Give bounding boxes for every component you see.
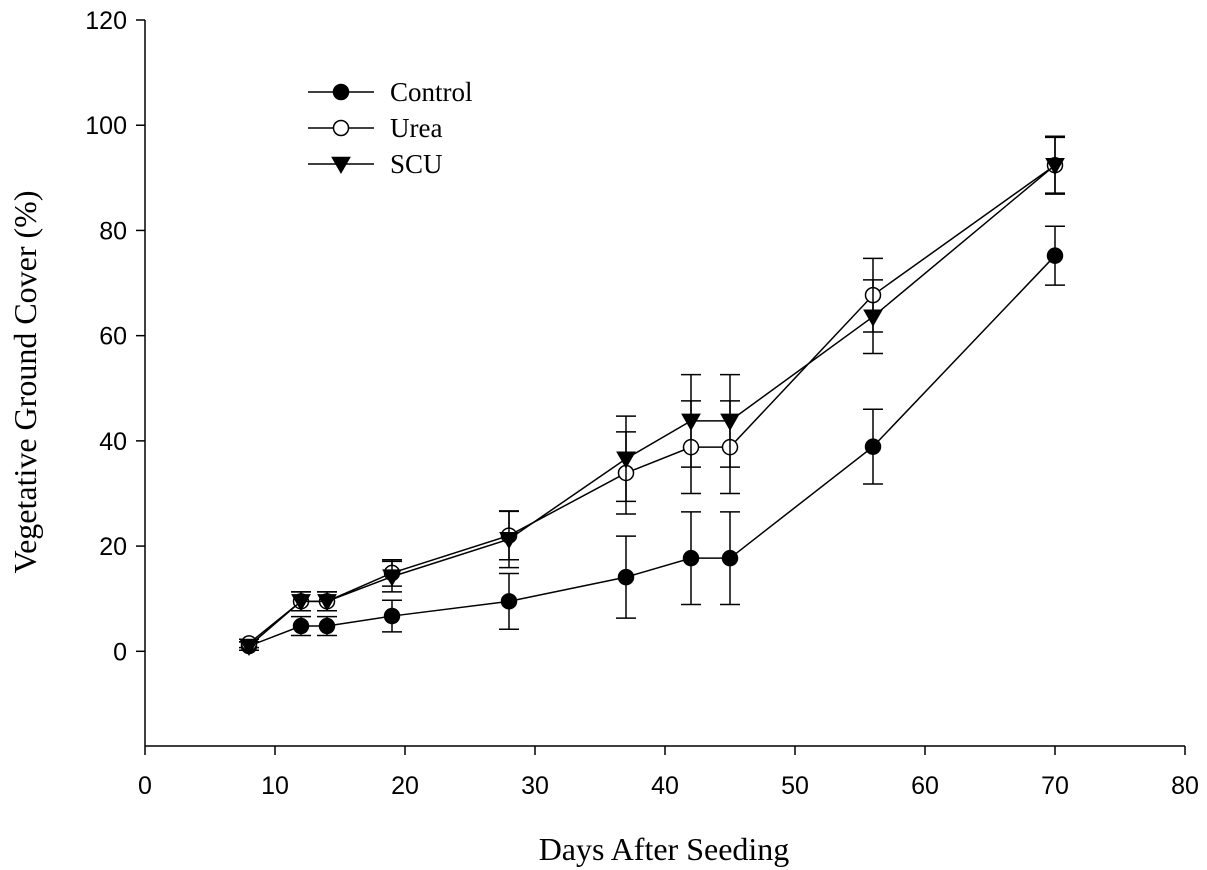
series-scu — [239, 136, 1065, 657]
y-tick-label: 120 — [85, 7, 127, 35]
data-point-control — [682, 549, 700, 567]
series-control — [239, 225, 1065, 655]
series-urea — [239, 135, 1065, 652]
y-tick-label: 100 — [85, 112, 127, 140]
data-point-control — [318, 617, 336, 635]
series-layer — [239, 135, 1065, 657]
x-tick-label: 10 — [261, 772, 289, 800]
x-tick-label: 60 — [911, 772, 939, 800]
data-point-scu — [616, 451, 636, 469]
data-point-control — [383, 607, 401, 625]
y-tick-label: 0 — [113, 638, 127, 666]
x-tick-label: 40 — [651, 772, 679, 800]
data-point-scu — [1045, 157, 1065, 176]
y-tick-label: 80 — [99, 217, 127, 245]
legend-label-urea: Urea — [390, 113, 442, 143]
data-point-scu — [291, 594, 311, 612]
plot-frame — [144, 20, 1185, 747]
series-line-control — [248, 255, 1056, 647]
x-tick-label: 0 — [138, 772, 152, 800]
legend-label-control: Control — [390, 77, 473, 107]
data-point-control — [617, 568, 635, 586]
x-tick-label: 50 — [781, 772, 809, 800]
data-point-scu — [239, 638, 259, 657]
data-point-control — [500, 593, 518, 610]
x-tick-label: 80 — [1171, 772, 1199, 800]
data-point-control — [721, 549, 739, 567]
x-tick-label: 30 — [521, 772, 549, 800]
data-point-scu — [382, 569, 402, 587]
legend-marker-control — [332, 83, 350, 101]
data-point-scu — [863, 309, 883, 327]
x-axis: 0 10 20 30 40 50 60 70 80 — [138, 746, 1199, 800]
data-point-control — [864, 438, 882, 455]
y-axis: 0 20 40 60 80 100 120 — [85, 7, 145, 666]
y-tick-label: 40 — [99, 428, 127, 456]
data-point-scu — [317, 594, 337, 612]
y-tick-label: 60 — [99, 323, 127, 351]
data-point-scu — [720, 413, 740, 431]
series-line-scu — [248, 164, 1056, 647]
legend-label-scu: SCU — [390, 149, 443, 179]
data-point-scu — [499, 531, 519, 550]
x-tick-label: 20 — [391, 772, 419, 800]
x-tick-label: 70 — [1041, 772, 1069, 800]
x-axis-title: Days After Seeding — [539, 831, 790, 867]
data-point-control — [292, 617, 310, 635]
legend: Control Urea SCU — [308, 77, 473, 179]
data-point-scu — [681, 413, 701, 431]
series-line-urea — [248, 164, 1056, 644]
y-tick-label: 20 — [99, 533, 127, 561]
data-point-control — [1046, 247, 1064, 264]
legend-marker-urea — [332, 119, 350, 137]
y-axis-title: Vegetative Ground Cover (%) — [7, 191, 43, 574]
legend-marker-scu — [331, 156, 351, 175]
